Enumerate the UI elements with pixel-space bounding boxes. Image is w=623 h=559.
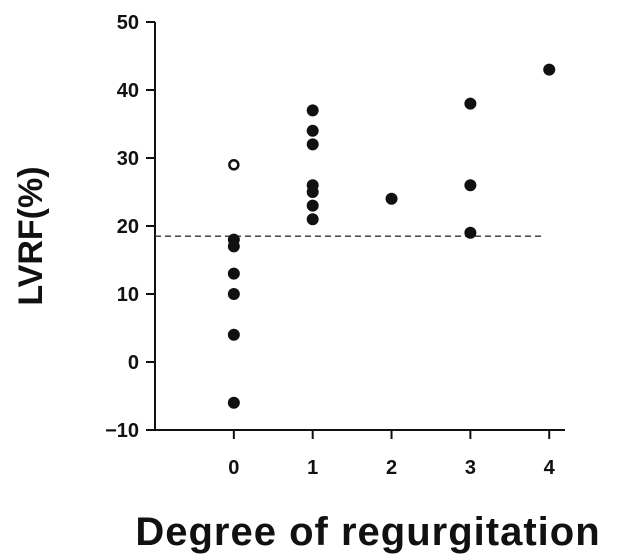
y-tick-label: 30 xyxy=(117,148,139,170)
y-tick-label: 10 xyxy=(117,284,139,306)
data-point xyxy=(306,186,319,198)
data-point xyxy=(306,138,319,151)
x-tick-label: 1 xyxy=(307,457,318,479)
data-point xyxy=(227,240,240,253)
data-point xyxy=(227,288,240,300)
x-ticks: 0 1 2 3 4 xyxy=(228,430,556,479)
data-points xyxy=(227,63,556,409)
y-tick-label: 20 xyxy=(117,216,139,238)
axes xyxy=(154,22,565,431)
data-point xyxy=(464,226,477,239)
x-tick-label: 2 xyxy=(386,457,397,479)
data-point xyxy=(385,192,398,205)
data-point xyxy=(306,213,319,226)
data-point xyxy=(464,97,477,110)
y-tick-label: 40 xyxy=(117,80,139,102)
x-tick-label: 3 xyxy=(465,457,476,479)
data-point xyxy=(227,267,240,280)
data-point xyxy=(227,396,240,409)
y-ticks: −10 0 10 20 30 40 50 xyxy=(105,12,155,442)
y-axis-title: LVRF(%) xyxy=(12,166,50,305)
data-point-open xyxy=(228,159,240,171)
data-point xyxy=(464,179,477,192)
y-tick-label: 50 xyxy=(117,12,139,34)
y-tick-label: 0 xyxy=(128,352,139,374)
x-tick-label: 4 xyxy=(544,457,556,479)
data-point xyxy=(227,328,240,341)
y-tick-label: −10 xyxy=(105,420,139,442)
data-point xyxy=(306,199,319,212)
data-point xyxy=(306,104,319,117)
x-axis-title: Degree of regurgitation xyxy=(135,510,600,554)
data-point xyxy=(306,124,319,137)
x-tick-label: 0 xyxy=(228,457,239,479)
data-point xyxy=(543,63,556,76)
